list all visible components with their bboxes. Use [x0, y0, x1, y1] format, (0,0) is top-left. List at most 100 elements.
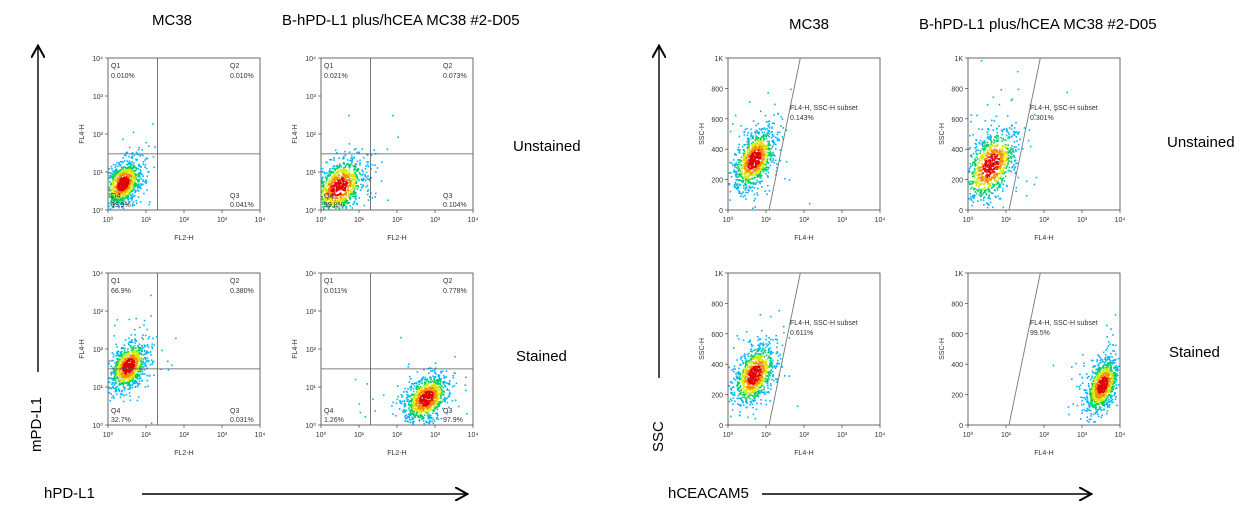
data-point: [754, 162, 757, 165]
data-point: [348, 190, 351, 192]
data-point: [757, 169, 760, 171]
data-point: [415, 397, 418, 400]
data-point: [443, 397, 446, 400]
data-point: [325, 202, 327, 205]
data-point: [135, 178, 138, 181]
data-point: [134, 189, 136, 192]
data-point: [418, 383, 420, 386]
data-point: [744, 157, 747, 160]
data-point: [132, 355, 135, 357]
data-point: [766, 140, 769, 143]
data-point: [339, 198, 342, 201]
data-point: [338, 181, 341, 184]
data-point: [426, 389, 428, 391]
data-point: [132, 166, 135, 168]
q2-label: Q2: [443, 278, 452, 285]
right-row-label-stained: Stained: [1169, 344, 1220, 361]
data-point: [337, 177, 339, 180]
data-point: [408, 409, 411, 411]
data-point: [124, 200, 126, 203]
data-point: [762, 158, 765, 161]
data-point: [756, 166, 758, 169]
data-point: [416, 394, 418, 396]
data-point: [114, 372, 117, 375]
data-point: [338, 177, 340, 179]
data-point: [754, 174, 757, 176]
data-point: [132, 362, 134, 365]
data-point: [763, 158, 766, 161]
data-point: [745, 186, 747, 188]
data-point: [345, 185, 347, 188]
data-point: [760, 186, 763, 188]
data-point: [348, 166, 351, 169]
data-point: [980, 199, 982, 201]
data-point: [115, 393, 118, 395]
data-point: [128, 179, 131, 182]
data-point: [1035, 176, 1038, 179]
data-point: [361, 185, 364, 188]
data-point: [113, 384, 116, 386]
data-point: [321, 177, 323, 180]
data-point: [109, 193, 111, 195]
data-point: [152, 337, 154, 340]
data-point: [116, 373, 119, 375]
data-point: [1008, 137, 1011, 139]
data-point: [351, 157, 354, 160]
data-point: [342, 200, 345, 203]
data-point: [131, 204, 134, 207]
data-point: [986, 141, 989, 144]
data-point: [334, 199, 336, 202]
data-point: [332, 202, 335, 205]
data-point: [329, 182, 332, 185]
data-point: [984, 141, 987, 144]
data-point: [124, 378, 127, 380]
data-point: [433, 397, 435, 399]
data-point: [419, 404, 422, 407]
data-point: [121, 393, 124, 396]
data-point: [117, 183, 119, 186]
data-point: [995, 137, 998, 139]
data-point: [139, 347, 142, 350]
data-point: [423, 398, 425, 401]
data-point: [454, 355, 456, 358]
data-point: [140, 187, 142, 190]
data-point: [762, 144, 765, 147]
data-point: [120, 163, 123, 166]
data-point: [992, 129, 995, 131]
data-point: [132, 349, 135, 352]
x-axis-label: FL4-H: [794, 235, 813, 242]
data-point: [431, 380, 434, 383]
data-point: [133, 204, 136, 206]
data-point: [419, 413, 422, 416]
data-point: [141, 149, 144, 151]
data-point: [115, 171, 118, 173]
data-point: [372, 398, 374, 400]
x-tick-label: 10³: [430, 432, 441, 439]
data-point: [740, 156, 743, 159]
data-point: [776, 166, 778, 169]
data-point: [354, 193, 357, 195]
data-point: [116, 201, 118, 203]
data-point: [429, 404, 431, 407]
y-tick-label: 10²: [93, 132, 104, 139]
data-point: [338, 186, 341, 189]
data-point: [428, 414, 431, 416]
data-point: [112, 199, 114, 202]
data-point: [141, 350, 143, 353]
data-point: [412, 408, 415, 410]
data-point: [1008, 170, 1011, 172]
data-point: [420, 392, 422, 394]
data-point: [1015, 146, 1017, 148]
data-point: [754, 183, 757, 185]
data-point: [148, 375, 151, 377]
data-point: [120, 375, 123, 378]
data-point: [429, 367, 432, 369]
data-point: [130, 182, 133, 185]
data-point: [448, 380, 451, 383]
data-point: [121, 364, 123, 367]
data-point: [330, 195, 333, 198]
right-col-title-2: B-hPD-L1 plus/hCEA MC38 #2-D05: [919, 16, 1157, 33]
data-point: [132, 352, 135, 355]
data-point: [435, 373, 437, 375]
data-point: [336, 188, 338, 190]
